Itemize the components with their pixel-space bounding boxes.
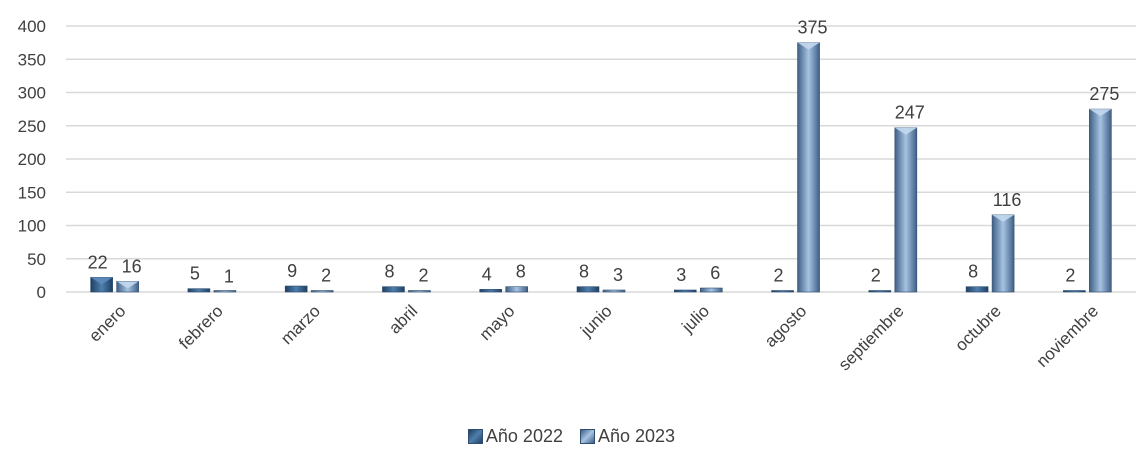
- x-category-label: noviembre: [1033, 301, 1103, 371]
- bar-2023-abril: [408, 290, 431, 293]
- legend: Año 2022 Año 2023: [0, 426, 1143, 449]
- gridlines: [66, 25, 1136, 293]
- data-label-2023: 6: [710, 263, 720, 283]
- x-category-label: febrero: [175, 301, 227, 353]
- bars: [90, 42, 1112, 293]
- data-label-2022: 8: [579, 262, 589, 282]
- data-label-2022: 22: [88, 252, 108, 272]
- x-category-label: enero: [85, 301, 129, 345]
- bar-2022-agosto: [771, 290, 794, 293]
- bar-2023-noviembre: [1089, 108, 1112, 293]
- bar-top-facet: [116, 281, 139, 289]
- bar-2023-octubre: [991, 214, 1015, 293]
- x-category-label: julio: [678, 301, 714, 337]
- data-label-2023: 275: [1089, 84, 1119, 104]
- data-label-2023: 8: [516, 262, 526, 282]
- x-category-label: mayo: [476, 301, 519, 344]
- y-tick-label: 0: [37, 283, 46, 302]
- bar-2022-noviembre: [1063, 290, 1086, 293]
- x-category-label: agosto: [761, 301, 811, 351]
- data-label-2022: 4: [482, 264, 492, 284]
- x-axis-categories: enero febrero marzo abril mayo junio julio agos…: [85, 301, 1102, 374]
- data-label-2022: 2: [871, 266, 881, 286]
- bar-2022-mayo: [479, 289, 503, 293]
- bar-2022-febrero: [187, 288, 211, 293]
- bar-top-facet: [1089, 109, 1112, 117]
- y-tick-label: 350: [18, 50, 46, 69]
- data-label-2023: 1: [224, 266, 234, 286]
- data-label-2022: 8: [968, 262, 978, 282]
- data-label-2023: 116: [993, 190, 1022, 210]
- bar-2023-marzo: [310, 290, 334, 293]
- y-axis-ticks: 0 50 100 150 200 250 300 350 400: [18, 17, 46, 302]
- data-label-2022: 2: [774, 266, 784, 286]
- bar-top-facet: [894, 127, 917, 135]
- y-tick-label: 50: [27, 250, 46, 269]
- x-category-label: marzo: [277, 301, 324, 348]
- bar-2022-junio: [576, 286, 600, 293]
- legend-swatch-2022: [467, 429, 483, 444]
- bar-2023-junio: [602, 289, 626, 293]
- legend-label-2023: Año 2023: [598, 426, 676, 446]
- bar-2023-febrero: [213, 290, 237, 293]
- bar-top-facet: [992, 214, 1015, 222]
- x-category-label: abril: [385, 301, 421, 337]
- bar-2022-marzo: [284, 285, 308, 293]
- data-label-2023: 247: [895, 103, 925, 123]
- legend-item-2023: Año 2023: [580, 426, 675, 447]
- y-tick-label: 150: [18, 183, 46, 202]
- data-label-2022: 9: [287, 261, 297, 281]
- legend-item-2022: Año 2022: [467, 426, 563, 447]
- y-tick-label: 200: [18, 150, 46, 169]
- data-label-2023: 16: [122, 256, 142, 276]
- bar-2023-septiembre: [894, 127, 918, 293]
- bar-2023-julio: [699, 287, 723, 293]
- y-tick-label: 250: [18, 117, 46, 136]
- bar-2023-mayo: [505, 286, 529, 293]
- data-label-2022: 5: [190, 264, 200, 284]
- y-tick-label: 400: [18, 17, 46, 36]
- bar-top-facet: [90, 277, 113, 285]
- x-category-label: septiembre: [835, 301, 908, 374]
- bar-2022-julio: [673, 289, 697, 293]
- data-label-2023: 375: [798, 18, 828, 38]
- data-label-2022: 2: [1065, 266, 1075, 286]
- data-label-2023: 2: [418, 266, 428, 286]
- bar-2022-septiembre: [868, 290, 892, 293]
- data-label-2023: 2: [321, 266, 331, 286]
- data-label-2022: 3: [676, 265, 686, 285]
- bar-top-facet: [797, 42, 820, 50]
- legend-label-2022: Año 2022: [485, 426, 563, 446]
- data-label-2023: 3: [613, 265, 623, 285]
- x-category-label: octubre: [951, 301, 1005, 355]
- legend-swatch-2023: [580, 429, 595, 444]
- y-tick-label: 100: [18, 217, 46, 236]
- data-label-2022: 8: [384, 262, 394, 282]
- bar-2023-agosto: [797, 42, 820, 293]
- bar-2022-abril: [382, 286, 405, 293]
- y-tick-label: 300: [18, 84, 46, 103]
- x-category-label: junio: [576, 301, 616, 341]
- bar-2022-octubre: [965, 286, 989, 293]
